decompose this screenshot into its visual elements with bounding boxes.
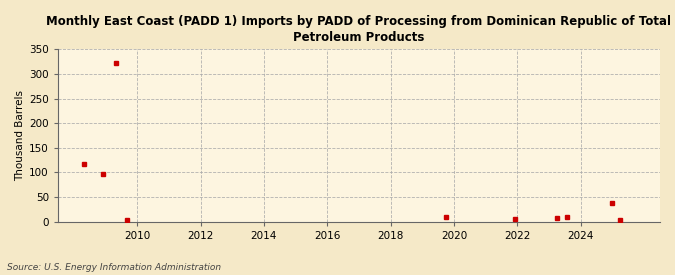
Text: Source: U.S. Energy Information Administration: Source: U.S. Energy Information Administ…: [7, 263, 221, 272]
Y-axis label: Thousand Barrels: Thousand Barrels: [15, 90, 25, 181]
Title: Monthly East Coast (PADD 1) Imports by PADD of Processing from Dominican Republi: Monthly East Coast (PADD 1) Imports by P…: [47, 15, 672, 44]
